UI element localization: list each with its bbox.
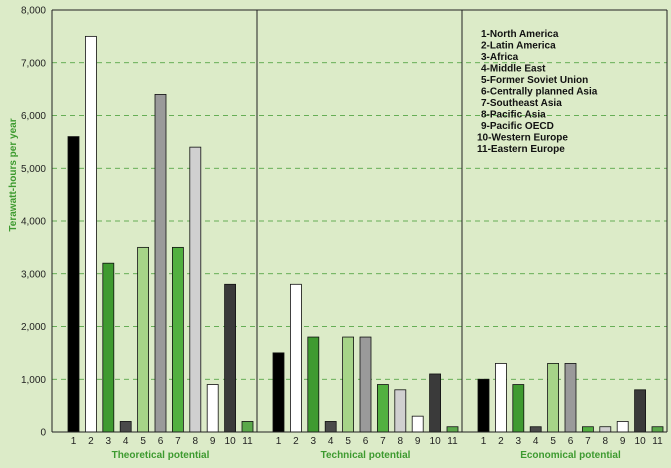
panel-label: Economical potential	[520, 450, 621, 461]
bar	[171, 246, 184, 433]
bar	[477, 378, 490, 433]
x-tick-label: 9	[210, 436, 216, 447]
bar	[307, 336, 320, 433]
bars	[67, 35, 664, 433]
bar	[189, 146, 202, 433]
y-tick-label: 5,000	[21, 164, 46, 175]
bar	[446, 426, 459, 433]
legend-entry: 3-Africa	[481, 52, 519, 63]
x-tick-label: 10	[635, 436, 647, 447]
bar	[564, 363, 577, 433]
panel-label: Technical potential	[321, 450, 411, 461]
bar	[512, 384, 525, 433]
x-tick-label: 3	[311, 436, 317, 447]
x-tick-label: 7	[585, 436, 591, 447]
bar	[429, 373, 442, 433]
x-tick-label: 6	[158, 436, 164, 447]
x-tick-label: 2	[88, 436, 94, 447]
x-tick-label: 6	[568, 436, 574, 447]
x-tick-label: 4	[123, 436, 129, 447]
bar	[119, 421, 132, 433]
x-tick-label: 9	[415, 436, 421, 447]
x-tick-label: 10	[225, 436, 237, 447]
bar	[224, 283, 237, 433]
y-tick-label: 0	[40, 428, 46, 439]
x-tick-label: 11	[652, 436, 663, 447]
bar	[206, 384, 219, 433]
x-tick-label: 6	[363, 436, 369, 447]
bar	[616, 421, 629, 433]
panel-label: Theoretical potential	[112, 450, 210, 461]
x-tick-label: 9	[620, 436, 626, 447]
y-tick-label: 3,000	[21, 269, 46, 280]
legend-entry: 7-Southeast Asia	[481, 98, 562, 109]
bar	[547, 363, 559, 433]
x-tick-label: 2	[293, 436, 299, 447]
legend-entry: 1-North America	[481, 29, 559, 40]
x-tick-label: 11	[447, 436, 458, 447]
bar	[582, 426, 594, 433]
bar	[85, 35, 97, 433]
legend-entry: 6-Centrally planned Asia	[481, 87, 598, 98]
legend-entry: 2-Latin America	[481, 41, 556, 52]
bar	[376, 384, 389, 433]
y-tick-label: 8,000	[21, 6, 46, 17]
x-tick-label: 8	[193, 436, 199, 447]
bar	[599, 426, 612, 433]
gridlines	[52, 9, 667, 380]
legend-entry: 9-Pacific OECD	[481, 121, 554, 132]
bar	[102, 262, 115, 433]
y-tick-label: 4,000	[21, 217, 46, 228]
x-tick-label: 11	[242, 436, 253, 447]
bar	[651, 426, 664, 433]
legend-entry: 5-Former Soviet Union	[481, 75, 588, 86]
bar	[324, 421, 337, 433]
x-tick-label: 7	[175, 436, 181, 447]
x-tick-label: 3	[106, 436, 112, 447]
x-tick-label: 10	[430, 436, 442, 447]
y-tick-label: 2,000	[21, 322, 46, 333]
x-tick-label: 1	[276, 436, 282, 447]
bar	[154, 94, 167, 433]
legend-entry: 11-Eastern Europe	[477, 144, 565, 155]
bar	[67, 136, 80, 433]
bar	[411, 415, 424, 433]
x-tick-label: 3	[516, 436, 522, 447]
bar	[342, 336, 355, 433]
legend-entry: 10-Western Europe	[477, 133, 568, 144]
y-tick-label: 7,000	[21, 58, 46, 69]
x-tick-label: 4	[533, 436, 539, 447]
x-tick-label: 7	[380, 436, 386, 447]
legend-entry: 4-Middle East	[481, 64, 546, 75]
x-tick-label: 5	[550, 436, 556, 447]
y-axis-label: Terawatt-hours per year	[8, 118, 19, 231]
x-tick-label: 4	[328, 436, 334, 447]
y-tick-label: 1,000	[21, 375, 46, 386]
bar	[394, 389, 407, 433]
bar	[289, 283, 302, 433]
x-tick-label: 2	[498, 436, 504, 447]
bar	[359, 336, 372, 433]
bar	[272, 352, 285, 433]
bar	[241, 421, 254, 433]
x-tick-label: 8	[603, 436, 609, 447]
bar	[634, 389, 646, 433]
bar	[494, 363, 507, 433]
bar	[137, 246, 150, 433]
x-tick-label: 1	[481, 436, 487, 447]
x-tick-label: 1	[71, 436, 77, 447]
x-tick-label: 5	[140, 436, 146, 447]
y-tick-label: 6,000	[21, 111, 46, 122]
legend-entry: 8-Pacific Asia	[481, 110, 546, 121]
bar	[529, 426, 542, 433]
axes: 0 1,000 2,000 3,000 4,000 5,000 6,000 7,000 8,00…	[21, 6, 668, 461]
x-tick-label: 8	[398, 436, 404, 447]
x-tick-label: 5	[345, 436, 351, 447]
